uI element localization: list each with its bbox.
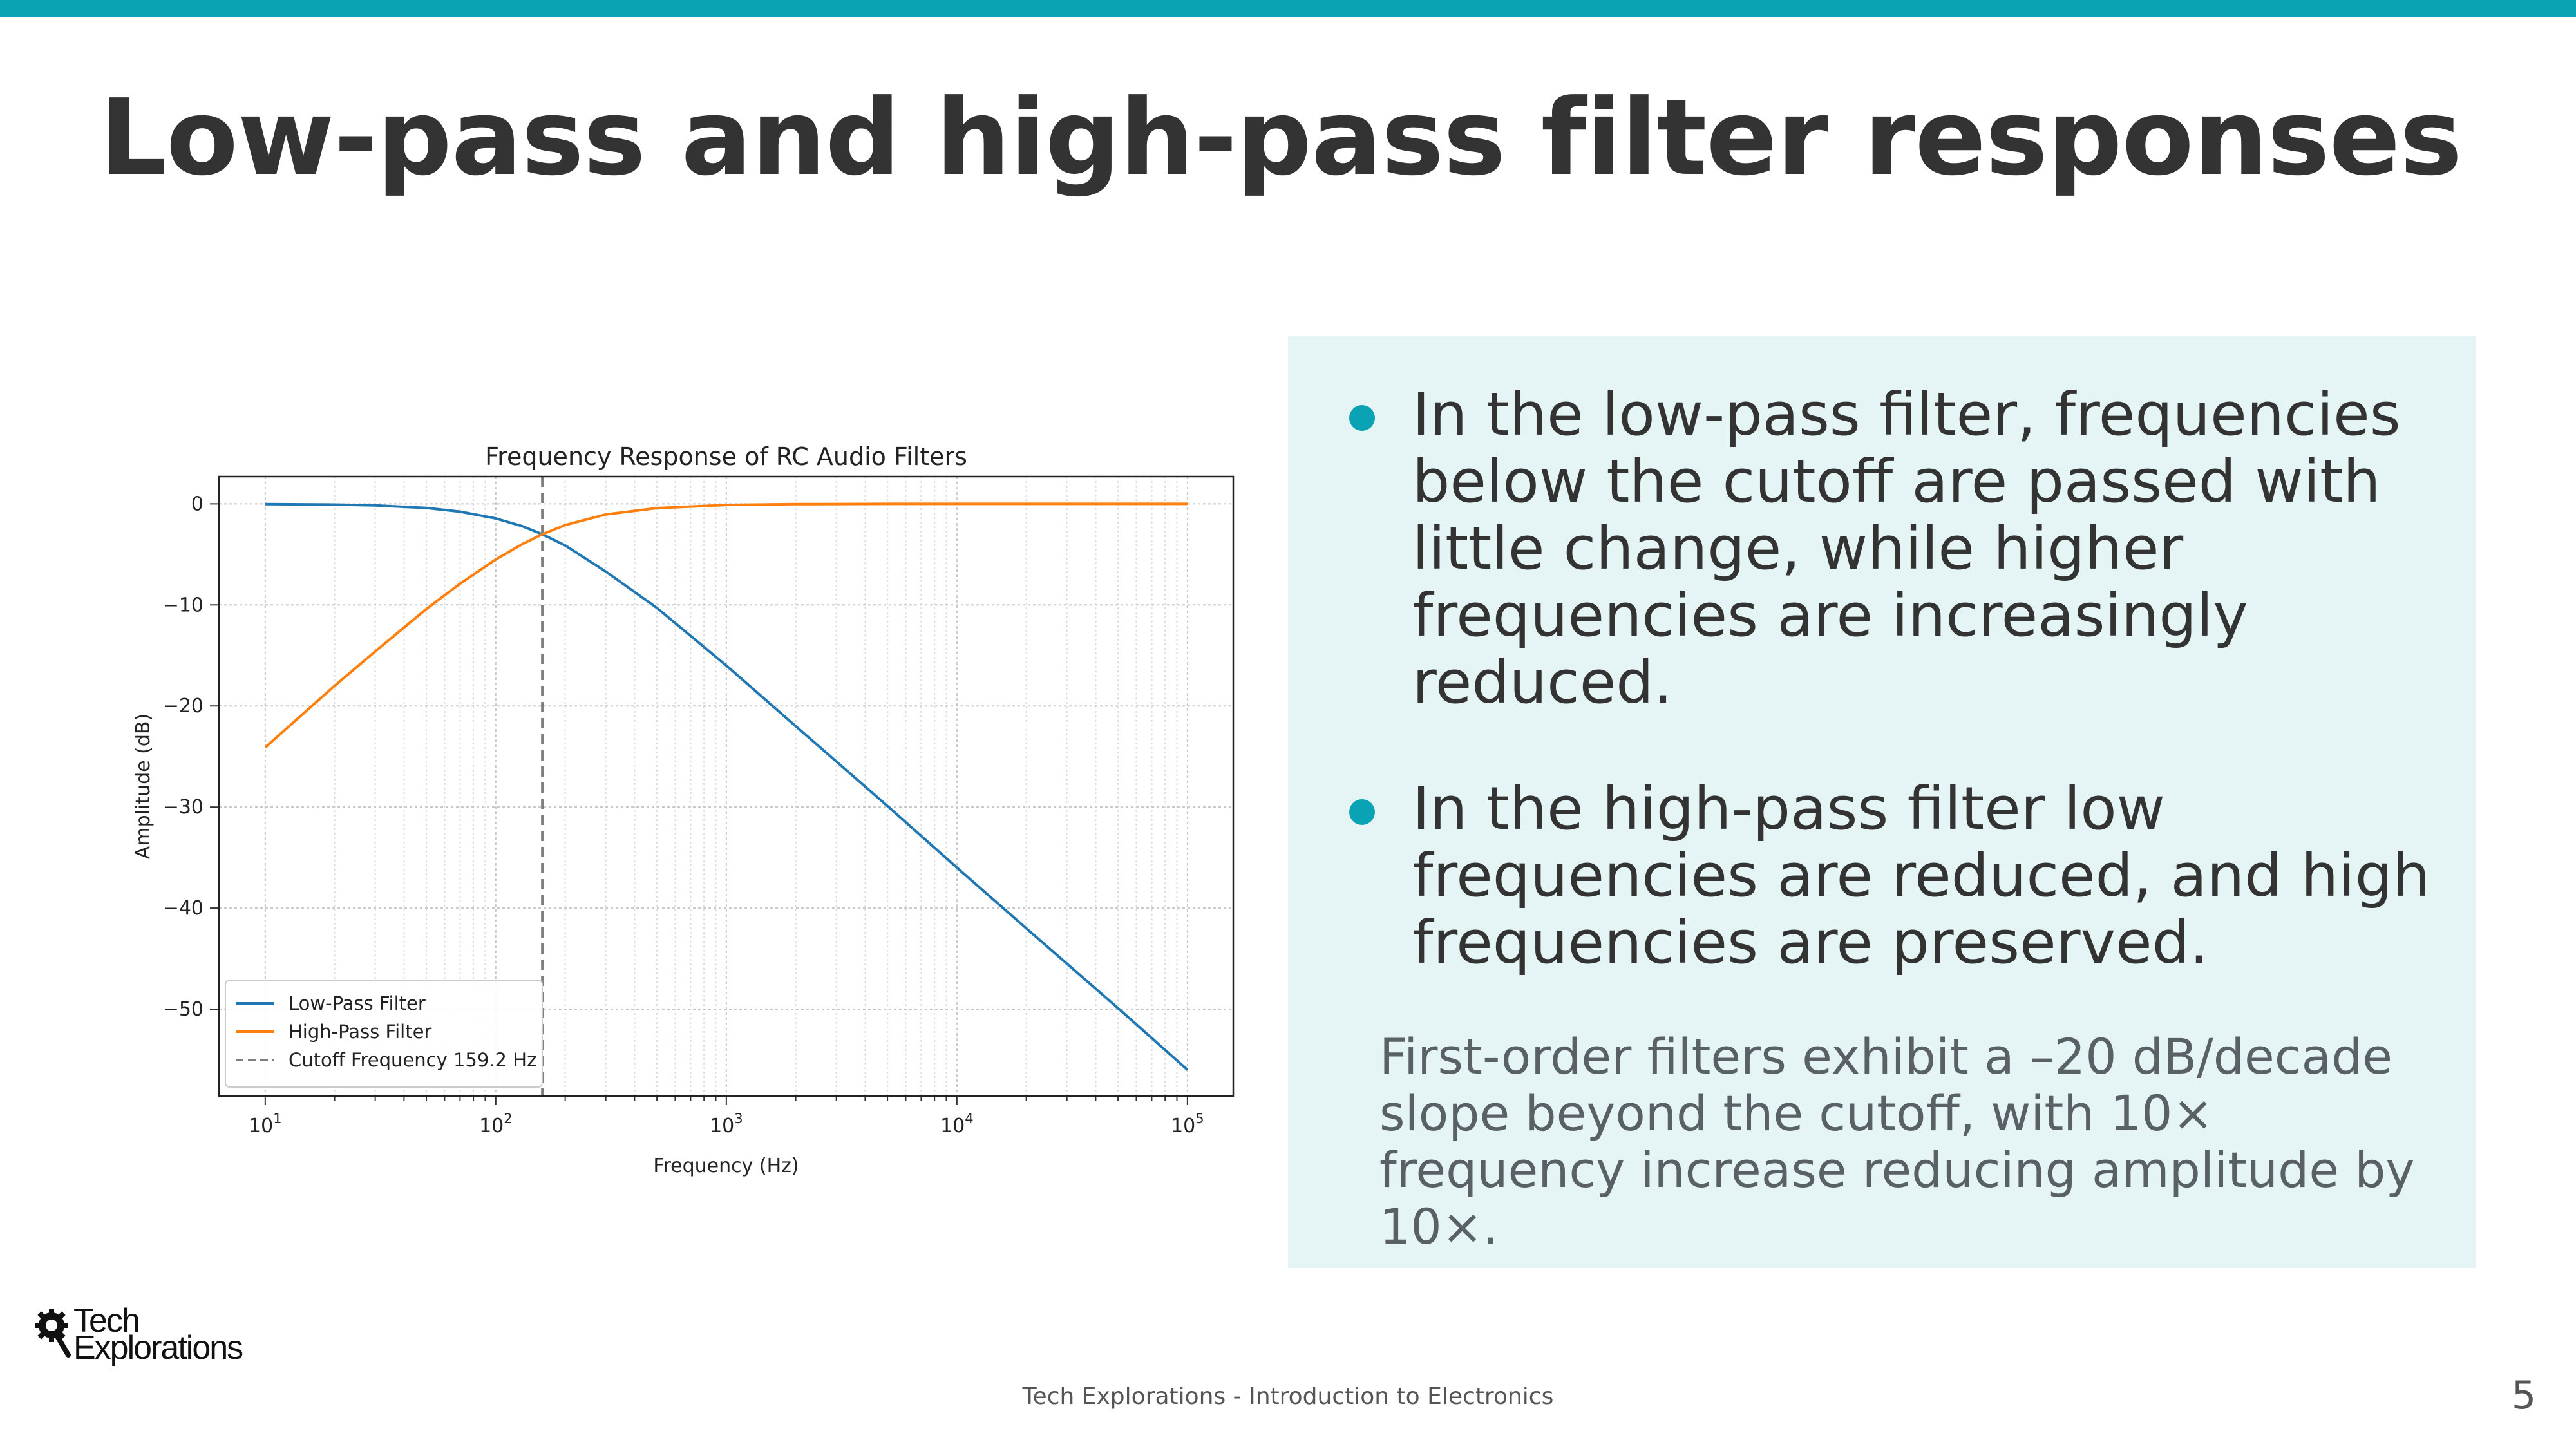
page-number: 5 [2511,1373,2536,1418]
x-tick-label: 102 [479,1111,513,1137]
tech-explorations-logo: Tech Explorations [32,1302,264,1372]
bullet-dot-icon [1349,405,1375,431]
plot-frame [218,475,1235,1097]
y-tick-label: −10 [163,594,204,616]
y-tick-label: −30 [163,796,204,819]
legend-cutoff-label: Cutoff Frequency 159.2 Hz [289,1049,536,1071]
slide-title: Low-pass and high-pass filter responses [100,77,2462,199]
bullet-text: In the high-pass filter low frequencies … [1412,774,2430,977]
footer-text: Tech Explorations - Introduction to Elec… [1022,1383,1554,1410]
x-tick-label: 101 [249,1111,282,1137]
bullet-dot-icon [1349,799,1375,825]
bullet-item-low-pass: In the low-pass filter, frequencies belo… [1349,381,2444,716]
y-tick-label: −20 [163,695,204,717]
y-tick-label: 0 [191,493,204,515]
gear-magnifier-icon [35,1309,71,1358]
y-axis-label: Amplitude (dB) [132,714,155,859]
top-accent-bar [0,0,2576,17]
y-tick-label: −40 [163,897,204,920]
frequency-response-chart: 101 102 103 104 105 0 −10 −20 −30 −40 −50 Frequency… [132,442,1235,1177]
bullet-list: In the low-pass filter, frequencies belo… [1349,381,2444,1036]
legend-box [225,980,543,1088]
panel-note: First-order filters exhibit a –20 dB/dec… [1379,1028,2415,1255]
bullet-item-high-pass: In the high-pass filter low frequencies … [1349,775,2444,976]
bullet-text: In the low-pass filter, frequencies belo… [1412,380,2401,717]
y-tick-label: −50 [163,998,204,1021]
x-axis-label: Frequency (Hz) [653,1155,799,1177]
logo-line-1: Tech [73,1302,140,1340]
legend-low-pass-label: Low-Pass Filter [289,992,426,1014]
logo-wordmark: Tech Explorations [73,1302,243,1367]
low-pass-line [265,502,1189,1071]
chart-title: Frequency Response of RC Audio Filters [485,442,967,471]
info-panel: In the low-pass filter, frequencies belo… [1288,336,2476,1268]
high-pass-line [264,502,1188,749]
logo-line-2: Explorations [73,1329,243,1367]
legend-high-pass-label: High-Pass Filter [289,1021,431,1043]
x-tick-label: 104 [940,1111,974,1137]
x-tick-label: 103 [710,1111,743,1137]
x-tick-label: 105 [1171,1111,1204,1137]
